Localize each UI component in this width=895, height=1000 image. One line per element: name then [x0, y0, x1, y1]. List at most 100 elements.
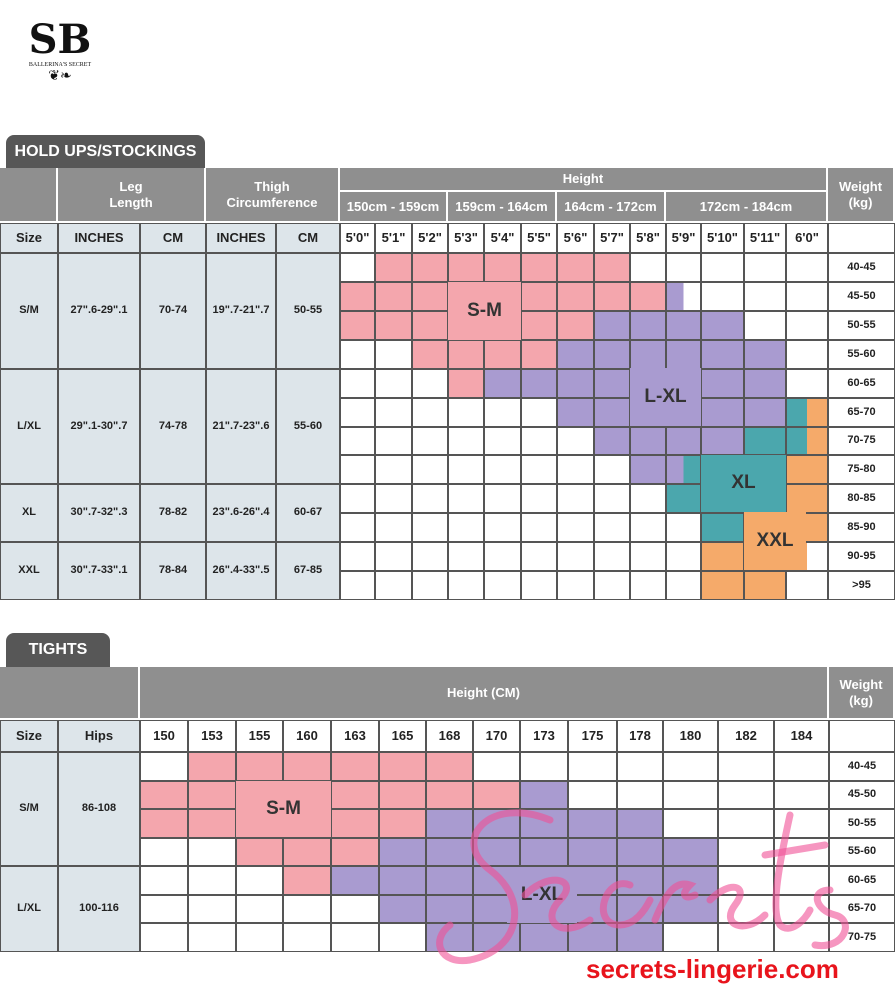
tights-cell: [473, 838, 520, 866]
holdups-cell: [412, 369, 448, 398]
tights-cell: [520, 752, 568, 781]
holdups-cell: [786, 455, 828, 484]
holdups-cell: [448, 398, 484, 427]
tights-cell: [331, 866, 379, 895]
holdups-cell: [412, 311, 448, 340]
holdups-cell: [666, 571, 701, 600]
subheader-3: INCHES: [206, 223, 276, 253]
height-col-label: 5'5": [521, 223, 557, 253]
tights-cell: [663, 752, 718, 781]
tights-cell: [473, 809, 520, 838]
holdups-cell: [744, 253, 786, 282]
holdups-cell: [744, 369, 786, 398]
holdups-cell: [484, 253, 521, 282]
height-col-label: 180: [663, 720, 718, 752]
holdups-cell: [594, 340, 630, 369]
tights-cell: [236, 923, 283, 952]
size-leg_cm: 70-74: [140, 253, 206, 369]
height-col-label: 5'8": [630, 223, 666, 253]
holdups-cell: [412, 398, 448, 427]
holdups-cell: [594, 311, 630, 340]
tights-cell: [379, 781, 426, 809]
tab-hold-ups: HOLD UPS/STOCKINGS: [6, 135, 205, 169]
weight-row-label: 50-55: [829, 809, 895, 838]
tights-cell: [774, 781, 829, 809]
holdups-cell: [521, 253, 557, 282]
height-col-label: 5'6": [557, 223, 594, 253]
tights-cell: [331, 809, 379, 838]
holdups-cell: [594, 369, 630, 398]
header-weight: Weight (kg): [828, 168, 895, 223]
tights-cell: [140, 838, 188, 866]
tights-cell: [140, 866, 188, 895]
holdups-cell: [786, 427, 828, 455]
holdups-cell: [630, 571, 666, 600]
tights-cell: [379, 923, 426, 952]
holdups-cell: [448, 427, 484, 455]
height-col-label: 168: [426, 720, 473, 752]
holdups-cell: [557, 455, 594, 484]
tights-cell: [774, 923, 829, 952]
holdups-cell: [375, 282, 412, 311]
tights-cell: [663, 809, 718, 838]
tights-cell: [236, 838, 283, 866]
holdups-cell: [594, 427, 630, 455]
holdups-cell: [412, 340, 448, 369]
tights-cell: [426, 923, 473, 952]
holdups-cell: [484, 427, 521, 455]
tights-cell: [568, 752, 617, 781]
size-leg_in: 27".6-29".1: [58, 253, 140, 369]
tights-cell: [379, 838, 426, 866]
holdups-cell: [701, 513, 744, 542]
holdups-cell: [412, 484, 448, 513]
holdups-cell: [448, 513, 484, 542]
holdups-cell: [521, 398, 557, 427]
tights-cell: [568, 809, 617, 838]
header-thigh: Thigh Circumference: [206, 168, 340, 223]
holdups-cell: [666, 253, 701, 282]
holdups-cell: [744, 311, 786, 340]
holdups-cell: [744, 340, 786, 369]
tights-cell: [617, 895, 663, 923]
holdups-cell: [521, 340, 557, 369]
holdups-cell: [484, 571, 521, 600]
zone-label-xl: XL: [701, 455, 786, 512]
tights-cell: [663, 923, 718, 952]
tights-cell: [568, 923, 617, 952]
tights-cell: [718, 895, 774, 923]
header-blank: [0, 168, 58, 223]
tights-cell: [774, 838, 829, 866]
subheader-1: INCHES: [58, 223, 140, 253]
header-blank: [0, 667, 140, 720]
holdups-cell: [666, 311, 701, 340]
holdups-cell: [412, 513, 448, 542]
holdups-cell: [340, 369, 375, 398]
holdups-cell: [557, 282, 594, 311]
weight-row-label: 40-45: [829, 752, 895, 781]
holdups-cell: [786, 253, 828, 282]
weight-row-label: 70-75: [829, 923, 895, 952]
holdups-cell: [557, 311, 594, 340]
header-leg-length: Leg Length: [58, 168, 206, 223]
holdups-cell: [701, 542, 744, 571]
tights-cell: [426, 752, 473, 781]
holdups-cell: [630, 311, 666, 340]
size-thigh_in: 19".7-21".7: [206, 253, 276, 369]
holdups-cell: [448, 455, 484, 484]
zone-label-xxl: XXL: [744, 512, 806, 570]
brand-logo: SB BALLERINA'S SECRET ❦❧: [25, 20, 95, 83]
height-col-label: 184: [774, 720, 829, 752]
holdups-cell: [701, 311, 744, 340]
size-thigh_cm: 60-67: [276, 484, 340, 542]
header-height-range: 150cm - 159cm: [340, 192, 448, 223]
tights-cell: [140, 809, 188, 838]
holdups-cell: [375, 513, 412, 542]
holdups-cell: [484, 455, 521, 484]
weight-row-label: 65-70: [829, 895, 895, 923]
holdups-cell: [375, 340, 412, 369]
ornament-icon: ❦❧: [48, 67, 72, 83]
size-thigh_in: 21".7-23".6: [206, 369, 276, 484]
size-size: S/M: [0, 253, 58, 369]
holdups-cell: [448, 484, 484, 513]
